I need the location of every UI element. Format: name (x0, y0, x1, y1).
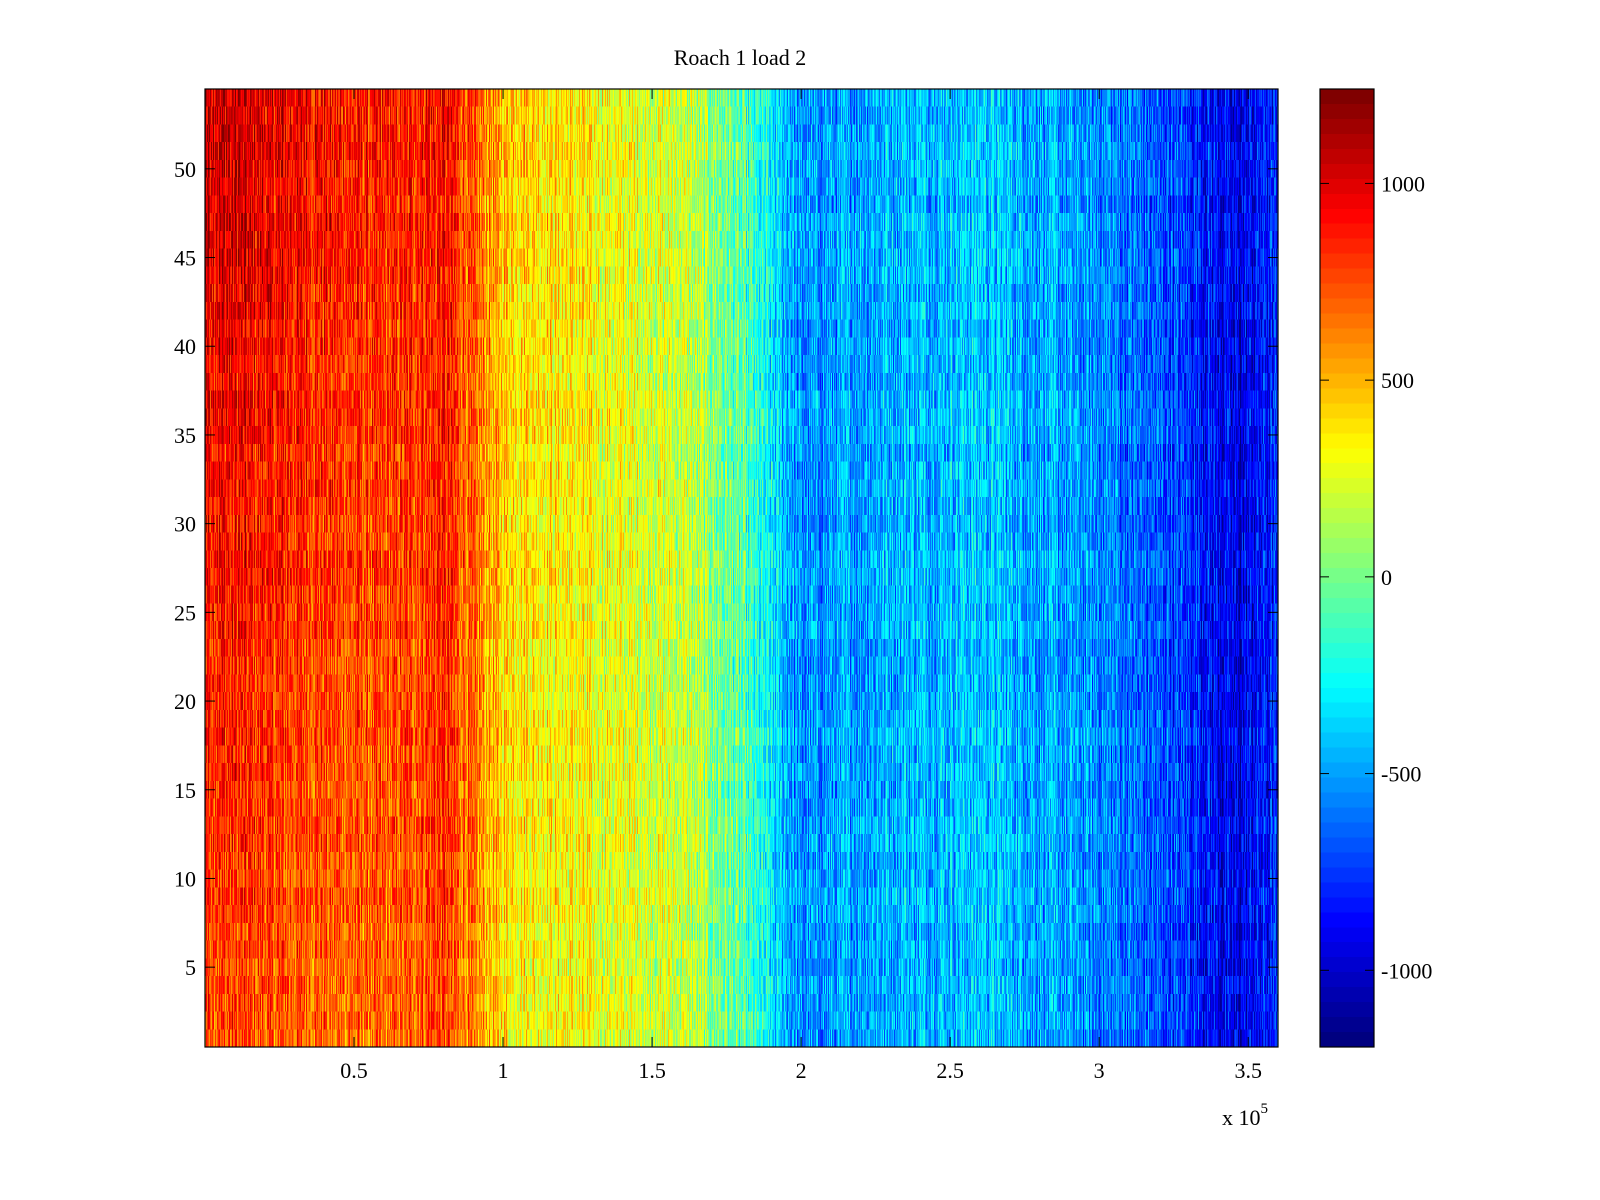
colorbar-tick-label: 1000 (1381, 171, 1425, 196)
y-tick-label: 45 (174, 246, 196, 271)
x-tick-label: 1 (498, 1058, 509, 1083)
x-tick-label: 2.5 (936, 1058, 964, 1083)
colorbar-image (1320, 89, 1374, 1047)
chart-title: Roach 1 load 2 (674, 45, 807, 70)
y-tick-label: 10 (174, 866, 196, 891)
x-tick-label: 2 (796, 1058, 807, 1083)
x-tick-label: 1.5 (638, 1058, 666, 1083)
colorbar-tick-label: 0 (1381, 565, 1392, 590)
y-tick-label: 50 (174, 157, 196, 182)
x-tick-label: 3 (1094, 1058, 1105, 1083)
y-tick-label: 30 (174, 512, 196, 537)
colorbar-tick-label: -500 (1381, 762, 1421, 787)
y-tick-label: 15 (174, 778, 196, 803)
x-exponent-label: x 105 (1222, 1101, 1268, 1130)
colorbar-tick-label: 500 (1381, 368, 1414, 393)
y-tick-label: 35 (174, 423, 196, 448)
colorbar-frame (1319, 88, 1375, 1048)
plot-frame (204, 88, 1279, 1048)
y-tick-label: 40 (174, 334, 196, 359)
colorbar-axis: 1000 500 0 -500 -1000 (1320, 171, 1432, 983)
y-tick-label: 20 (174, 689, 196, 714)
y-tick-label: 5 (185, 955, 196, 980)
x-tick-label: 0.5 (340, 1058, 368, 1083)
heatmap-image (205, 89, 1278, 1047)
x-tick-label: 3.5 (1234, 1058, 1262, 1083)
y-tick-label: 25 (174, 600, 196, 625)
y-axis: 5 10 15 20 25 30 35 40 45 50 (174, 157, 1278, 980)
colorbar-tick-label: -1000 (1381, 958, 1432, 983)
x-axis: 0.5 1 1.5 2 2.5 3 3.5 (340, 89, 1262, 1083)
